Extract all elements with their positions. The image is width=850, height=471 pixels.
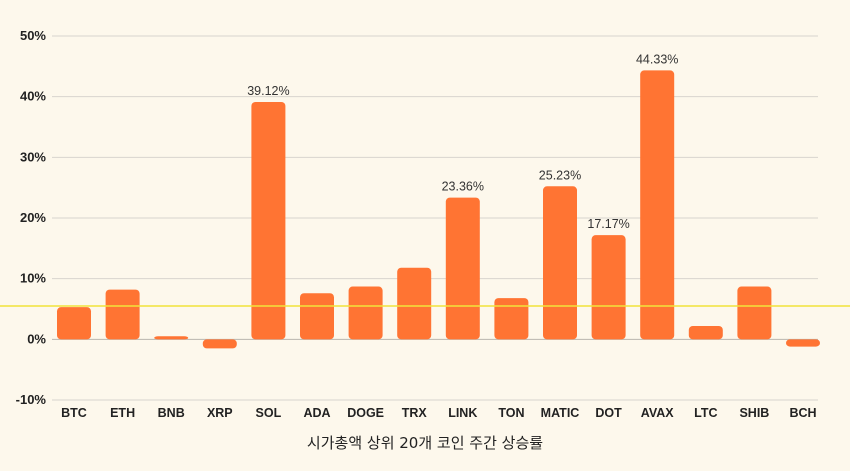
data-label-sol: 39.12% xyxy=(247,84,289,98)
y-tick-label: 40% xyxy=(20,89,46,104)
bar-link xyxy=(445,197,480,340)
bar-doge xyxy=(348,286,383,340)
x-axis-ticks: BTC ETH BNB XRP SOL ADA DOGE TRX LINK TON MATIC DOT… xyxy=(61,406,816,420)
bar-eth xyxy=(105,289,140,340)
x-tick-label: SHIB xyxy=(739,406,769,420)
y-tick-label: 10% xyxy=(20,271,46,286)
bar-shib xyxy=(737,286,772,340)
x-tick-label: MATIC xyxy=(541,406,580,420)
data-label-link: 23.36% xyxy=(442,180,484,194)
x-tick-label: LINK xyxy=(448,406,477,420)
x-tick-label: DOGE xyxy=(347,406,384,420)
bar-sol xyxy=(251,102,286,340)
x-axis-label: 시가총액 상위 20개 코인 주간 상승률 xyxy=(307,434,543,452)
bar-trx xyxy=(397,267,432,340)
x-tick-label: LTC xyxy=(694,406,717,420)
data-label-matic: 25.23% xyxy=(539,168,581,182)
bar-btc xyxy=(57,307,91,340)
bar-ton xyxy=(494,298,529,340)
y-tick-label: 0% xyxy=(27,331,46,346)
bar-matic xyxy=(543,186,577,340)
bar-dot xyxy=(591,235,626,340)
bar-bnb xyxy=(154,336,189,340)
x-tick-label: ETH xyxy=(110,406,135,420)
x-tick-label: DOT xyxy=(595,406,622,420)
bar-bch xyxy=(786,339,820,347)
x-tick-label: BCH xyxy=(789,406,816,420)
x-tick-label: SOL xyxy=(256,406,282,420)
y-tick-label: -10% xyxy=(16,392,47,407)
bar-ada xyxy=(300,293,334,340)
data-label-dot: 17.17% xyxy=(587,217,629,231)
x-tick-label: TON xyxy=(498,406,524,420)
x-tick-label: BTC xyxy=(61,406,87,420)
y-tick-label: 50% xyxy=(20,28,46,43)
x-tick-label: ADA xyxy=(303,406,330,420)
bar-ltc xyxy=(688,325,723,340)
grid-lines xyxy=(52,35,818,401)
data-label-avax: 44.33% xyxy=(636,52,678,66)
bar-avax xyxy=(640,70,675,340)
bars xyxy=(57,70,820,349)
x-tick-label: XRP xyxy=(207,406,233,420)
x-tick-label: TRX xyxy=(402,406,428,420)
y-tick-label: 20% xyxy=(20,210,46,225)
x-tick-label: AVAX xyxy=(641,406,675,420)
y-axis-ticks: 50% 40% 30% 20% 10% 0% -10% xyxy=(16,28,47,407)
y-tick-label: 30% xyxy=(20,149,46,164)
data-labels: 39.12% 23.36% 25.23% 17.17% 44.33% xyxy=(247,52,678,231)
x-tick-label: BNB xyxy=(158,406,185,420)
bar-xrp xyxy=(202,339,237,349)
